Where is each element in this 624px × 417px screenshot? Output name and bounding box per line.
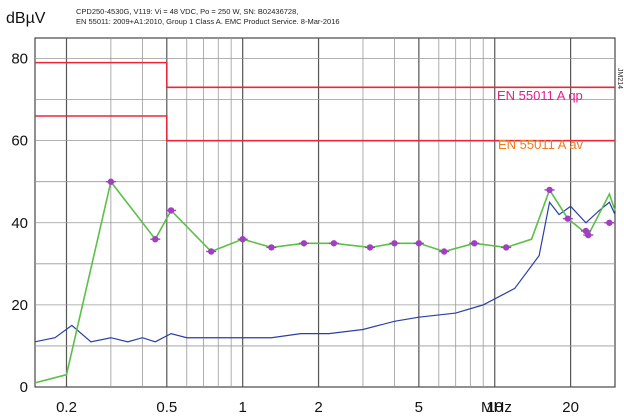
x-tick-label: 10 bbox=[486, 399, 503, 416]
side-label: JM214 bbox=[616, 68, 623, 89]
x-tick-label: 5 bbox=[415, 399, 423, 416]
peak-marker bbox=[166, 207, 177, 214]
traces bbox=[34, 179, 616, 384]
peak-marker bbox=[206, 248, 217, 255]
peak-marker bbox=[544, 186, 555, 194]
x-tick-label: 1 bbox=[239, 399, 247, 416]
peak-marker bbox=[266, 244, 277, 251]
peak-marker bbox=[439, 248, 450, 255]
peak-marker bbox=[562, 215, 573, 222]
peak-marker bbox=[365, 244, 376, 251]
peak-marker bbox=[105, 178, 116, 185]
limit-qp-label: EN 55011 A qp bbox=[497, 88, 583, 103]
x-tick-label: 0.5 bbox=[156, 399, 177, 416]
peak-markers bbox=[105, 178, 615, 255]
peak-marker bbox=[237, 235, 248, 243]
limit-av-label: EN 55011 A av bbox=[498, 137, 584, 152]
x-tick-label: 0.2 bbox=[56, 399, 77, 416]
y-tick-label: 40 bbox=[11, 215, 28, 232]
peak-marker bbox=[501, 244, 512, 251]
y-tick-label: 60 bbox=[11, 133, 28, 150]
y-tick-label: 0 bbox=[20, 379, 28, 396]
peak-marker bbox=[389, 240, 400, 247]
x-unit-label: MHz bbox=[481, 399, 512, 416]
plot-area bbox=[34, 37, 616, 388]
y-tick-label: 20 bbox=[11, 297, 28, 314]
header-line2: EN 55011: 2009+A1:2010, Group 1 Class A.… bbox=[76, 17, 340, 26]
y-tick-label: 80 bbox=[11, 51, 28, 68]
grid bbox=[35, 38, 615, 387]
limit-av-line bbox=[35, 115, 615, 142]
trace-series-2 bbox=[34, 179, 616, 384]
peak-marker bbox=[150, 235, 161, 243]
y-axis-label: dBµV bbox=[6, 10, 46, 27]
limit-qp-line bbox=[35, 61, 615, 89]
peak-marker bbox=[298, 240, 309, 247]
peak-marker bbox=[469, 240, 480, 247]
peak-marker bbox=[604, 219, 615, 226]
peak-marker bbox=[580, 227, 591, 235]
peak-marker bbox=[413, 240, 424, 247]
x-tick-label: 20 bbox=[562, 399, 579, 416]
x-tick-label: 2 bbox=[314, 399, 322, 416]
peak-marker bbox=[328, 240, 339, 247]
limit-lines bbox=[35, 61, 615, 142]
y-tick-labels: 0 20 40 60 80 bbox=[11, 51, 28, 396]
header-line1: CPD250-4530G, V119: Vi = 48 VDC, Po = 25… bbox=[76, 7, 298, 16]
x-tick-labels: 0.2 0.5 1 2 5 10 20 bbox=[56, 399, 579, 416]
trace-series-1 bbox=[34, 200, 616, 343]
